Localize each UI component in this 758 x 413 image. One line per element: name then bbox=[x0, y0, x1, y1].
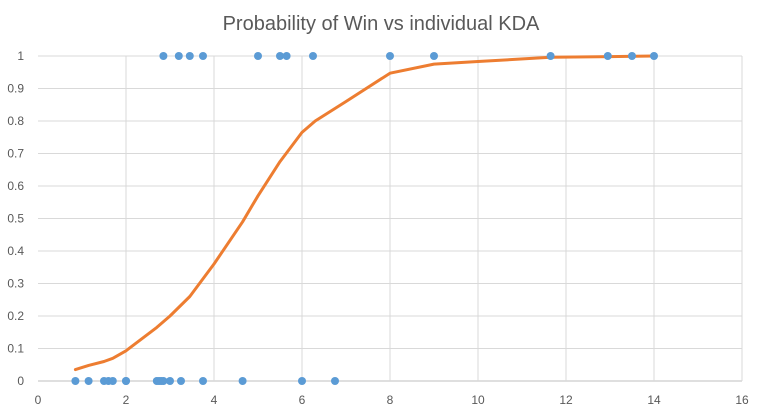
scatter-point bbox=[331, 377, 339, 385]
y-tick-label: 0.4 bbox=[7, 244, 24, 258]
win-probability-curve bbox=[73, 54, 656, 372]
scatter-point bbox=[309, 52, 317, 60]
scatter-point bbox=[546, 52, 555, 60]
x-tick-label: 4 bbox=[211, 393, 218, 407]
scatter-points-layer bbox=[71, 52, 658, 385]
y-tick-label: 0.9 bbox=[7, 82, 24, 96]
y-axis-tick-labels: 0 0.1 0.2 0.3 0.4 0.5 0.6 0.7 0.8 0.9 1 bbox=[7, 49, 24, 388]
x-tick-label: 6 bbox=[299, 393, 306, 407]
x-tick-label: 12 bbox=[559, 393, 573, 407]
scatter-point bbox=[298, 377, 306, 385]
scatter-point bbox=[159, 52, 168, 60]
x-axis-tick-labels: 0 2 4 6 8 10 12 14 16 bbox=[35, 393, 749, 407]
scatter-point bbox=[185, 52, 194, 60]
scatter-point bbox=[84, 377, 93, 385]
x-tick-label: 2 bbox=[123, 393, 130, 407]
x-tick-label: 10 bbox=[471, 393, 485, 407]
y-tick-label: 0.7 bbox=[7, 147, 24, 161]
scatter-point bbox=[238, 377, 247, 385]
y-tick-label: 0 bbox=[17, 374, 24, 388]
scatter-point bbox=[628, 52, 636, 60]
scatter-point bbox=[650, 52, 658, 60]
scatter-point bbox=[430, 52, 438, 60]
gridlines bbox=[38, 55, 743, 382]
scatter-point bbox=[122, 377, 130, 385]
y-tick-label: 1 bbox=[17, 49, 24, 63]
scatter-point bbox=[282, 52, 291, 60]
scatter-point bbox=[254, 52, 262, 60]
probability-curve-layer bbox=[73, 54, 656, 372]
scatter-point bbox=[174, 52, 183, 60]
y-tick-label: 0.1 bbox=[7, 342, 24, 356]
scatter-point bbox=[276, 52, 284, 60]
scatter-point bbox=[166, 377, 174, 385]
scatter-point bbox=[199, 377, 207, 385]
y-tick-label: 0.2 bbox=[7, 309, 24, 323]
x-tick-label: 14 bbox=[647, 393, 661, 407]
x-tick-label: 16 bbox=[735, 393, 749, 407]
scatter-point bbox=[108, 377, 117, 385]
x-tick-label: 0 bbox=[35, 393, 42, 407]
y-tick-label: 0.8 bbox=[7, 114, 24, 128]
y-tick-label: 0.3 bbox=[7, 277, 24, 291]
chart-title: Probability of Win vs individual KDA bbox=[223, 13, 540, 35]
scatter-point bbox=[603, 52, 612, 60]
scatter-point bbox=[159, 377, 168, 385]
scatter-point bbox=[71, 377, 80, 385]
scatter-point bbox=[199, 52, 207, 60]
y-tick-label: 0.5 bbox=[7, 212, 24, 226]
scatter-point bbox=[386, 52, 394, 60]
scatter-point bbox=[177, 377, 185, 385]
x-tick-label: 8 bbox=[387, 393, 394, 407]
y-tick-label: 0.6 bbox=[7, 179, 24, 193]
